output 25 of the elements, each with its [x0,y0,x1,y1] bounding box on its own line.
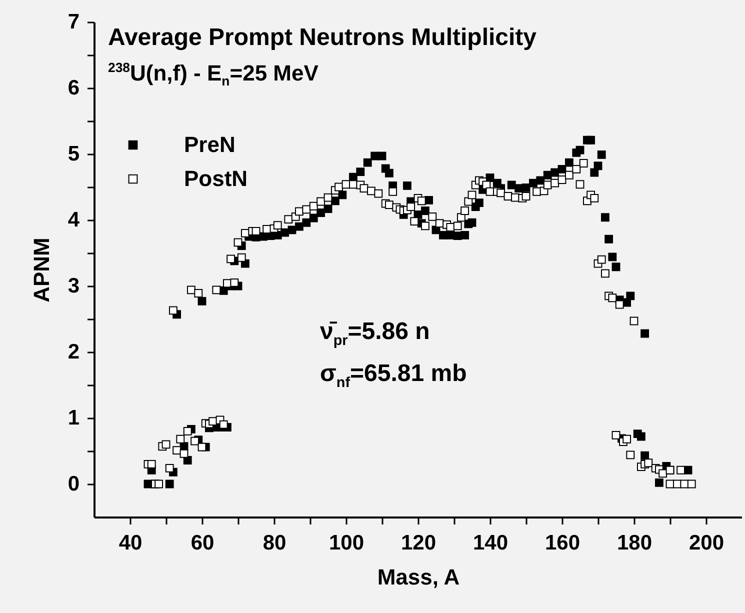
y-tick-label: 7 [68,10,80,34]
x-tick-label: 100 [328,532,364,554]
x-tick-label: 40 [118,532,142,554]
y-tick-label: 5 [68,142,80,166]
x-tick-label: 140 [472,532,508,554]
y-tick-label: 6 [68,76,80,100]
x-tick-label: 60 [190,532,214,554]
legend-label: PreN [184,132,236,157]
x-tick-label: 180 [616,532,652,554]
chart-title: Average Prompt Neutrons Multiplicity [108,24,537,52]
y-axis-title: APNM [28,238,54,302]
y-tick-label: 1 [68,406,80,430]
y-tick-label: 4 [68,208,80,232]
y-tick-label: 2 [68,340,80,364]
y-tick-label: 3 [68,274,80,298]
x-tick-label: 80 [262,532,286,554]
x-tick-label: 120 [400,532,436,554]
text: $^{238}$U(n,f) - E$_{n}$=25 MeV [108,60,318,89]
y-tick-label: 0 [68,472,80,496]
x-tick-label: 160 [544,532,580,554]
x-tick-label: 200 [688,532,724,554]
annotation: σ$_{nf}$=65.81 mb [320,360,467,391]
x-axis-title: Mass, A [377,564,460,590]
legend-label: PostN [184,166,248,191]
annotation: ν̄$_{pr}$=5.86 n [320,318,430,349]
